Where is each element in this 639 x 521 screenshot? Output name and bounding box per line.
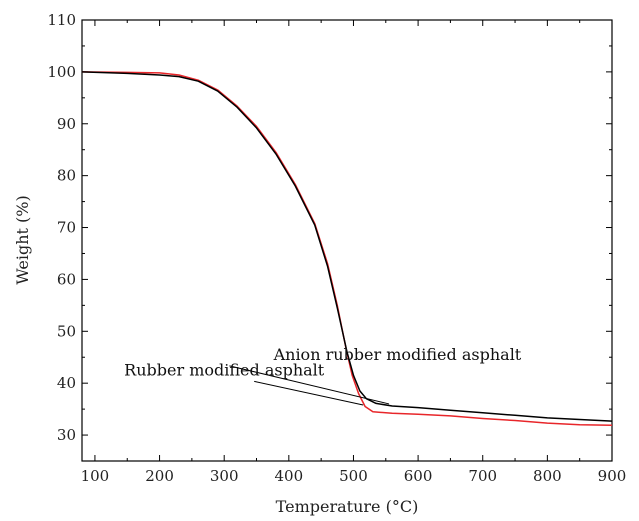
x-tick-label: 200 (145, 467, 174, 485)
y-tick-label: 80 (57, 167, 76, 185)
x-tick-label: 900 (598, 467, 627, 485)
y-axis-label: Weight (%) (13, 195, 32, 284)
y-tick-label: 110 (47, 11, 76, 29)
x-tick-label: 800 (533, 467, 562, 485)
axis-ticks (82, 19, 613, 462)
annotation-leader (229, 365, 390, 405)
y-tick-label: 50 (57, 322, 76, 340)
annotation-label: Anion rubber modified asphalt (273, 345, 522, 364)
y-tick-label: 70 (57, 219, 76, 237)
y-tick-label: 40 (57, 374, 76, 392)
x-tick-label: 500 (339, 467, 368, 485)
x-tick-label: 400 (275, 467, 304, 485)
x-axis-label: Temperature (°C) (276, 497, 419, 516)
x-tick-label: 100 (81, 467, 110, 485)
y-tick-label: 90 (57, 115, 76, 133)
x-tick-label: 300 (210, 467, 239, 485)
x-tick-label: 700 (468, 467, 497, 485)
series-line-anion-rubber-modified-asphalt (81, 71, 613, 422)
x-tick-label: 600 (404, 467, 433, 485)
series-layer (81, 71, 613, 426)
y-tick-label: 100 (47, 63, 76, 81)
plot-frame (81, 19, 613, 462)
annotation-label: Rubber modified asphalt (124, 360, 325, 379)
annotation-leader (254, 380, 364, 406)
y-tick-label: 60 (57, 270, 76, 288)
tick-labels: 100 200 300 400 500 600 700 800 900 30 40 50 60 70 80 9… (47, 11, 626, 485)
y-tick-label: 30 (57, 426, 76, 444)
